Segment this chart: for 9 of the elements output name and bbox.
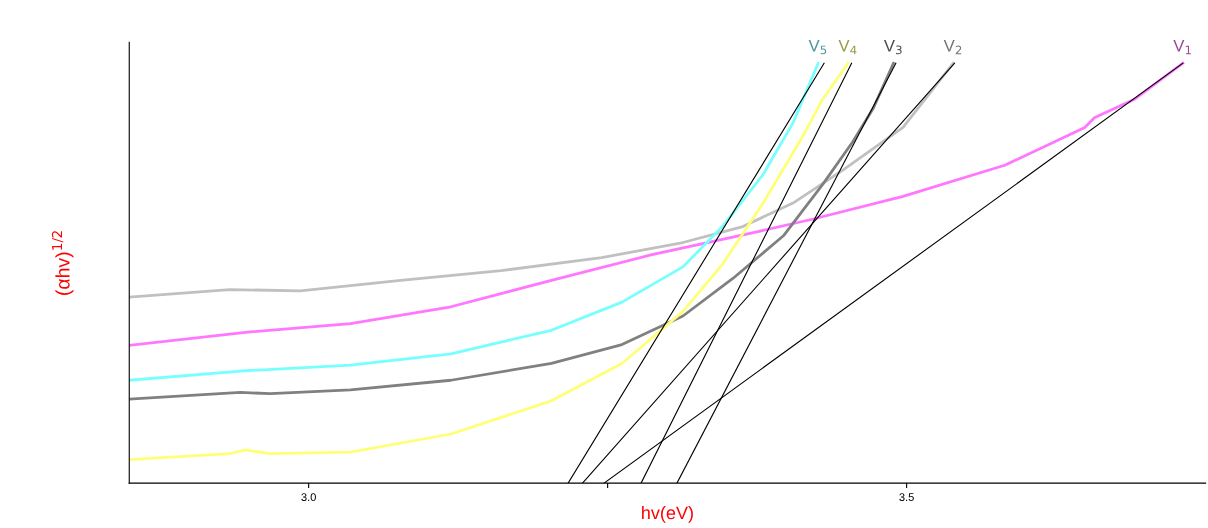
series-label: V$_{2}$ <box>943 39 962 55</box>
y-axis-title: (αhv)$^{1/2}$ <box>51 231 74 295</box>
x-tick-label: 3.0 <box>301 493 316 501</box>
x-tick-label: 3.5 <box>899 493 914 501</box>
series-label: V$_{1}$ <box>1173 39 1191 55</box>
series-label: V$_{4}$ <box>838 39 857 55</box>
x-axis-title: hv(eV) <box>642 505 693 523</box>
series-label: V$_{3}$ <box>883 39 902 55</box>
series-label: V$_{5}$ <box>808 39 827 55</box>
